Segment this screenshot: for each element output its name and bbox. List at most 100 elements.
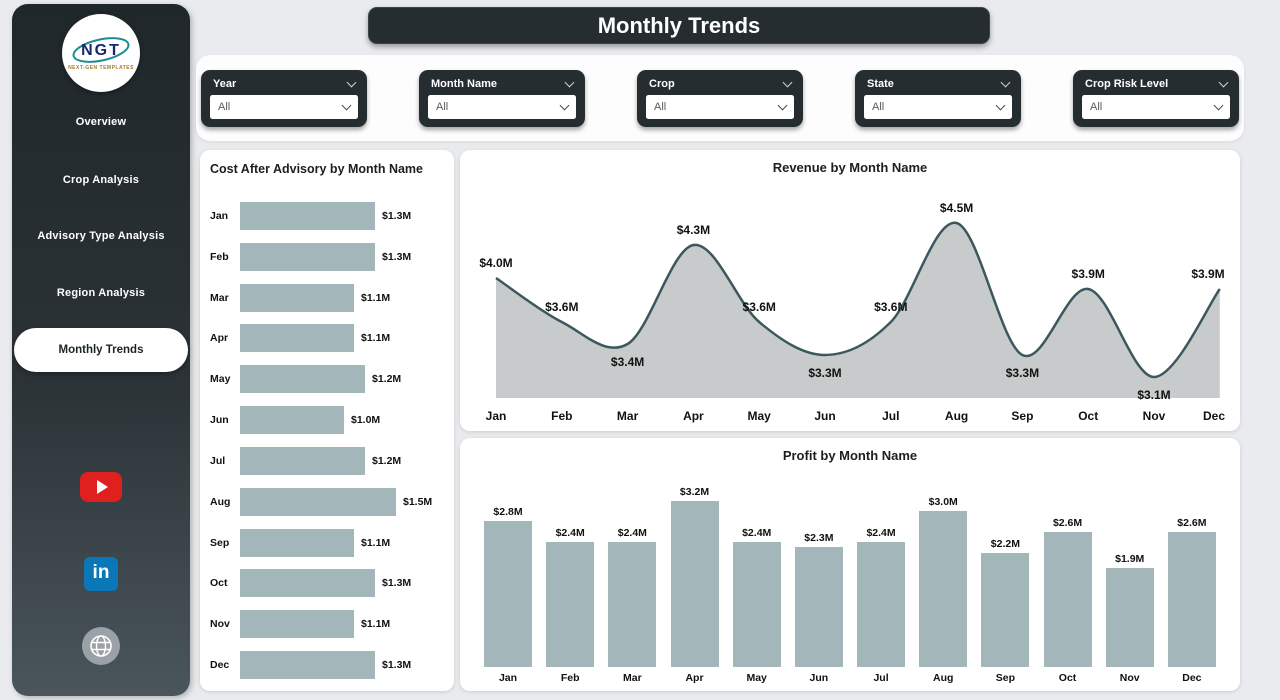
cost-value-label: $1.1M (361, 618, 391, 631)
revenue-value-label: $3.1M (1137, 388, 1170, 402)
cost-month-label: Jul (210, 454, 226, 467)
cost-bar[interactable] (240, 650, 375, 679)
profit-chart-card: Profit by Month Name $2.8M Jan $2.4M Feb $2.… (460, 438, 1240, 691)
profit-bar[interactable] (857, 542, 906, 667)
profit-bar[interactable] (1043, 532, 1092, 667)
ngt-logo: NGT NEXT-GEN TEMPLATES (62, 14, 140, 92)
cost-value-label: $1.3M (382, 658, 412, 671)
filter-month-name: Month Name All (419, 69, 585, 127)
revenue-value-label: $3.9M (1191, 267, 1224, 281)
chevron-down-icon (341, 100, 352, 110)
globe-box (82, 627, 120, 665)
cost-value-label: $1.1M (361, 291, 391, 304)
profit-bar[interactable] (546, 542, 595, 667)
profit-bar[interactable] (919, 511, 968, 667)
profit-column-group: $2.4M Feb (546, 480, 595, 685)
profit-month-label: Oct (1058, 672, 1077, 684)
filter-label: Crop (649, 77, 675, 90)
cost-month-label: May (210, 373, 231, 386)
cost-bar-row: Jan $1.3M (210, 202, 448, 230)
revenue-area-fill (496, 222, 1220, 398)
profit-bar[interactable] (794, 547, 843, 667)
filter-value: All (436, 100, 449, 113)
revenue-month-label: May (748, 409, 772, 423)
revenue-month-label: Jul (882, 409, 899, 423)
profit-month-label: Apr (685, 672, 704, 684)
cost-month-label: Aug (210, 495, 231, 508)
globe-icon[interactable] (82, 627, 120, 665)
chart-title: Profit by Month Name (782, 448, 918, 463)
cost-bar[interactable] (240, 406, 344, 435)
cost-bar[interactable] (240, 283, 354, 312)
profit-bar[interactable] (732, 542, 781, 667)
cost-bar[interactable] (240, 202, 375, 230)
youtube-box (80, 472, 122, 502)
page-title-text: Monthly Trends (597, 12, 761, 38)
cost-bar[interactable] (240, 569, 375, 598)
profit-bar[interactable] (484, 521, 532, 667)
cost-bar[interactable] (240, 528, 354, 557)
filter-state: State All (855, 69, 1021, 127)
cost-bar-row: Nov $1.1M (210, 610, 448, 639)
filter-crop-risk-level-header[interactable]: Crop Risk Level (1073, 70, 1239, 92)
profit-value-label: $2.3M (804, 532, 834, 544)
profit-month-label: Jan (498, 672, 518, 684)
sidebar-item-overview[interactable]: Overview (12, 116, 190, 128)
filter-crop-dropdown[interactable]: All (646, 94, 794, 119)
sidebar-item-monthly-trends[interactable]: Monthly Trends (14, 328, 188, 372)
filter-month-name-header[interactable]: Month Name (419, 70, 585, 92)
profit-bar[interactable] (1105, 568, 1154, 667)
sidebar-item-region-analysis[interactable]: Region Analysis (12, 287, 190, 299)
revenue-month-label: Feb (551, 409, 572, 423)
chart-title: Cost After Advisory by Month Name (210, 162, 423, 176)
cost-value-label: $1.1M (361, 332, 391, 345)
filter-crop-risk-level-dropdown[interactable]: All (1082, 94, 1230, 119)
profit-value-label: $2.6M (1177, 517, 1207, 529)
filter-state-header[interactable]: State (855, 70, 1021, 92)
profit-bar[interactable] (981, 553, 1030, 667)
linkedin-icon[interactable]: in (84, 557, 118, 591)
filter-state-dropdown[interactable]: All (864, 94, 1012, 119)
sidebar: NGT NEXT-GEN TEMPLATES Overview Crop Ana… (12, 4, 190, 696)
revenue-area-chart[interactable]: $4.0M Jan $3.6M Feb $3.4M Mar $4.3M Apr $3.6M May… (468, 180, 1232, 428)
filter-year-dropdown[interactable]: All (210, 94, 358, 119)
filter-month-name-dropdown[interactable]: All (428, 94, 576, 119)
profit-bar[interactable] (1167, 532, 1216, 667)
sidebar-item-label: Monthly Trends (58, 344, 144, 356)
profit-month-label: Mar (623, 672, 642, 684)
sidebar-item-crop-analysis[interactable]: Crop Analysis (12, 174, 190, 186)
cost-bar[interactable] (240, 610, 354, 639)
cost-bar[interactable] (240, 365, 365, 394)
profit-column-group: $2.2M Sep (981, 480, 1030, 685)
chevron-down-icon (1218, 77, 1229, 87)
profit-value-label: $3.2M (679, 486, 710, 498)
profit-bar[interactable] (670, 501, 719, 667)
cost-bar-row: Dec $1.3M (210, 650, 448, 679)
cost-month-label: Sep (210, 536, 230, 549)
cost-bar[interactable] (240, 487, 396, 516)
cost-value-label: $1.3M (382, 210, 412, 222)
chevron-down-icon (346, 77, 357, 87)
sidebar-item-label: Crop Analysis (62, 174, 140, 186)
revenue-month-label: Jun (814, 409, 835, 423)
cost-bar-row: May $1.2M (210, 365, 448, 394)
linkedin-box: in (84, 557, 118, 591)
filter-label: Month Name (431, 77, 497, 90)
profit-bar[interactable] (608, 542, 657, 667)
filter-strip: Year All Month Name All Crop All State (196, 55, 1244, 141)
sidebar-item-advisory-type-analysis[interactable]: Advisory Type Analysis (12, 230, 190, 242)
profit-month-label: Jun (809, 672, 829, 684)
sidebar-item-label: Overview (75, 116, 127, 128)
cost-bar[interactable] (240, 446, 365, 475)
profit-month-label: Feb (560, 672, 580, 684)
profit-value-label: $2.4M (555, 527, 585, 539)
youtube-icon[interactable] (80, 472, 122, 502)
cost-bar[interactable] (240, 324, 354, 353)
cost-bar[interactable] (240, 242, 375, 271)
cost-bar-row: Jul $1.2M (210, 446, 448, 475)
cost-after-advisory-chart-card: Cost After Advisory by Month Name Jan $1.… (200, 150, 454, 691)
revenue-value-label: $4.5M (940, 201, 973, 215)
filter-year-header[interactable]: Year (201, 70, 367, 92)
cost-chart-rows: Jan $1.3M Feb $1.3M Mar $1.1M Apr $1.1M May $1.2M… (210, 202, 448, 679)
filter-crop-header[interactable]: Crop (637, 70, 803, 92)
